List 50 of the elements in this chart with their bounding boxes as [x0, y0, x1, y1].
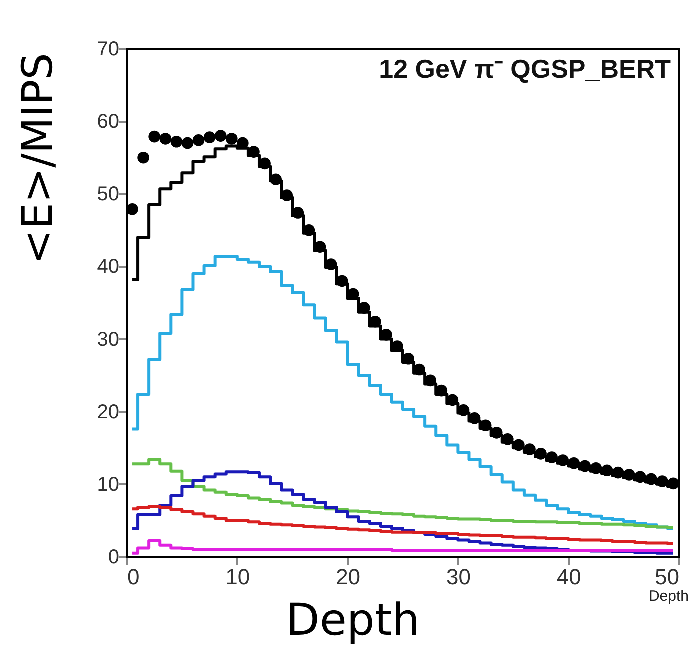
point	[634, 471, 646, 484]
point	[204, 132, 216, 144]
point	[170, 136, 183, 148]
chart-title: 12 GeV π⁻ QGSP_BERT	[379, 54, 672, 84]
point	[160, 133, 172, 145]
point	[568, 457, 580, 470]
point	[138, 152, 150, 164]
y-tick-label: 40	[97, 256, 120, 278]
point	[248, 146, 260, 158]
point	[524, 444, 536, 456]
point	[148, 130, 161, 143]
y-tick-label: 20	[97, 401, 120, 424]
x-tick-label: 30	[446, 564, 471, 590]
x-tick-label: 10	[226, 564, 250, 590]
point	[590, 462, 602, 474]
y-tick-label: 60	[97, 111, 120, 134]
x-tick-label: 20	[336, 564, 361, 590]
text: Depth	[648, 588, 689, 605]
point	[214, 130, 227, 142]
point	[380, 329, 392, 341]
x-tick-label: 0	[128, 564, 140, 590]
point	[259, 158, 271, 170]
point	[645, 473, 658, 486]
point	[668, 478, 680, 490]
point	[270, 174, 282, 186]
x-tick-label: 50	[655, 564, 680, 590]
point	[535, 448, 547, 460]
point	[557, 454, 569, 466]
point	[623, 469, 636, 481]
point	[126, 203, 138, 216]
y-tick-label: 30	[97, 328, 120, 351]
point	[281, 190, 293, 202]
point	[612, 466, 624, 479]
point	[513, 439, 525, 452]
point	[292, 207, 304, 219]
point	[182, 137, 194, 150]
point	[226, 133, 238, 145]
point	[546, 452, 558, 464]
y-tick-label: 0	[108, 546, 120, 568]
point	[656, 476, 668, 488]
y-tick-label: 10	[97, 474, 120, 496]
x-axis-title: Depth	[286, 595, 420, 646]
x-tick-label: 40	[556, 564, 582, 590]
point	[601, 464, 614, 477]
y-tick-label: 70	[97, 38, 120, 60]
point	[392, 340, 404, 352]
point	[579, 460, 592, 472]
y-axis-title: <E>/MIPS	[13, 53, 62, 265]
y-tick-label: 50	[97, 184, 120, 206]
point	[192, 134, 205, 146]
